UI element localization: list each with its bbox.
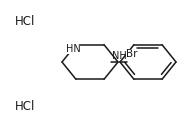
- Text: HCl: HCl: [15, 100, 35, 113]
- Text: HN: HN: [66, 44, 80, 54]
- Text: NH: NH: [112, 51, 126, 61]
- Text: HCl: HCl: [15, 15, 35, 28]
- Text: Br: Br: [126, 49, 138, 59]
